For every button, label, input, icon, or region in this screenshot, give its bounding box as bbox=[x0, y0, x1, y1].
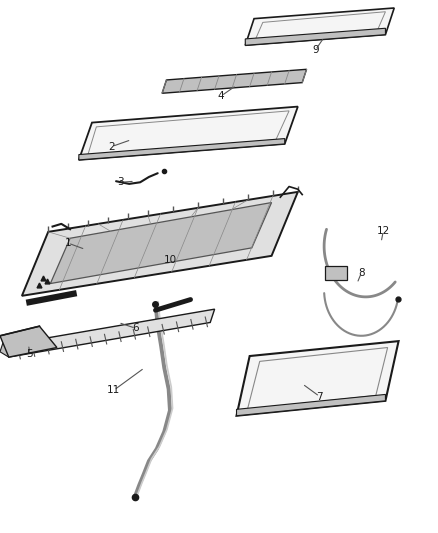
Polygon shape bbox=[22, 192, 298, 296]
Polygon shape bbox=[162, 69, 307, 93]
Polygon shape bbox=[237, 394, 385, 416]
Text: 8: 8 bbox=[358, 268, 365, 278]
Polygon shape bbox=[245, 8, 394, 45]
Polygon shape bbox=[79, 107, 298, 160]
Polygon shape bbox=[245, 28, 385, 45]
Text: 12: 12 bbox=[377, 227, 390, 236]
Polygon shape bbox=[9, 309, 215, 357]
Polygon shape bbox=[237, 341, 399, 416]
FancyBboxPatch shape bbox=[325, 266, 347, 280]
Text: 1: 1 bbox=[64, 238, 71, 248]
Text: 2: 2 bbox=[108, 142, 115, 151]
Text: 10: 10 bbox=[163, 255, 177, 265]
Polygon shape bbox=[79, 139, 285, 160]
Polygon shape bbox=[50, 203, 272, 284]
Text: 4: 4 bbox=[218, 91, 225, 101]
Text: 3: 3 bbox=[117, 177, 124, 187]
Text: 5: 5 bbox=[26, 349, 33, 359]
Text: 7: 7 bbox=[316, 392, 323, 401]
Polygon shape bbox=[0, 338, 13, 357]
Text: 6: 6 bbox=[132, 324, 139, 333]
Text: 9: 9 bbox=[312, 45, 319, 55]
Polygon shape bbox=[0, 326, 57, 357]
Text: 11: 11 bbox=[107, 385, 120, 395]
